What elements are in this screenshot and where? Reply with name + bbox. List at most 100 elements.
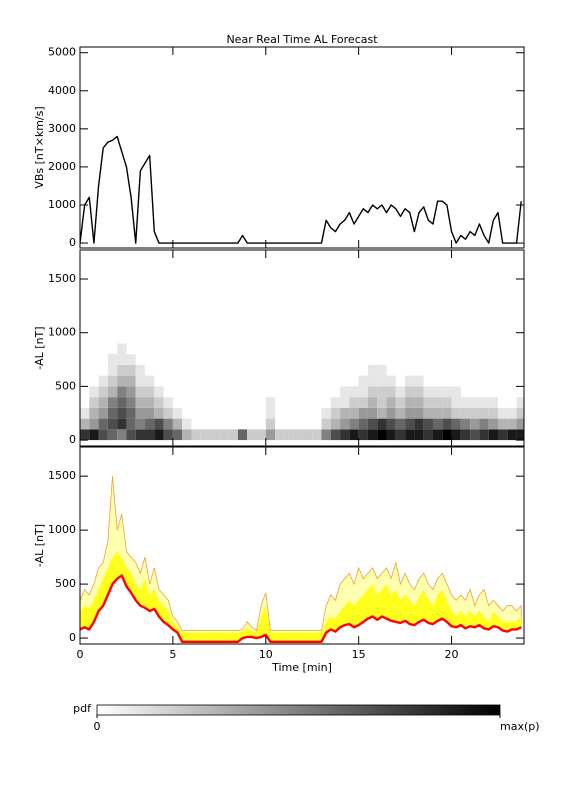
heat-cell bbox=[256, 408, 265, 419]
heat-cell bbox=[340, 354, 349, 365]
heat-cell bbox=[359, 354, 368, 365]
heat-cell bbox=[488, 397, 498, 408]
heat-cell bbox=[303, 397, 312, 408]
heat-cell bbox=[247, 419, 256, 430]
heat-cell bbox=[405, 375, 415, 387]
heat-cell bbox=[145, 397, 155, 408]
colorbar bbox=[96, 704, 501, 716]
heat-cell bbox=[210, 429, 220, 441]
heat-cell bbox=[349, 397, 359, 408]
plot-area bbox=[80, 476, 522, 644]
heat-cell bbox=[479, 386, 488, 397]
heat-cell bbox=[387, 343, 396, 354]
heat-cell bbox=[377, 418, 387, 430]
heat-cell bbox=[201, 376, 210, 387]
heat-cell bbox=[247, 397, 256, 408]
heat-cell bbox=[507, 365, 516, 376]
heat-cell bbox=[349, 376, 358, 387]
heat-cell bbox=[126, 343, 135, 354]
heat-cell bbox=[349, 354, 358, 365]
heat-cell bbox=[451, 386, 461, 398]
heat-cell bbox=[210, 386, 219, 397]
heat-cell bbox=[256, 419, 265, 430]
heat-cell bbox=[80, 343, 89, 354]
heat-cell bbox=[191, 419, 200, 430]
heat-cell bbox=[312, 354, 321, 365]
heat-cell bbox=[507, 376, 516, 387]
heat-cell bbox=[442, 386, 452, 398]
heat-cell bbox=[89, 418, 99, 430]
heat-cell bbox=[98, 375, 108, 387]
heat-cell bbox=[433, 343, 442, 354]
heat-cell bbox=[98, 397, 108, 408]
heat-cell bbox=[414, 418, 424, 430]
heat-cell bbox=[173, 354, 182, 365]
heat-cell bbox=[303, 343, 312, 354]
heat-cell bbox=[154, 429, 164, 441]
heat-cell bbox=[312, 376, 321, 387]
heat-cell bbox=[219, 429, 229, 441]
heat-cell bbox=[275, 354, 284, 365]
heat-cell bbox=[135, 429, 146, 441]
y-tick-label: 5000 bbox=[48, 46, 76, 59]
heat-cell bbox=[117, 397, 127, 408]
heat-cell bbox=[266, 386, 275, 397]
heat-cell bbox=[396, 376, 405, 387]
y-tick-label: 500 bbox=[55, 577, 76, 590]
heat-cell bbox=[256, 354, 265, 365]
heat-cell bbox=[433, 365, 442, 376]
heat-cell bbox=[498, 365, 507, 376]
heat-cell bbox=[182, 354, 191, 365]
heat-cell bbox=[395, 407, 406, 419]
heat-cell bbox=[461, 343, 470, 354]
heat-cell bbox=[117, 407, 127, 419]
heat-cell bbox=[367, 407, 378, 419]
heat-cell bbox=[135, 407, 146, 419]
heat-cell bbox=[321, 407, 331, 419]
heat-cell bbox=[182, 376, 191, 387]
heat-cell bbox=[330, 429, 341, 441]
heat-cell bbox=[163, 407, 173, 419]
heat-cell bbox=[498, 376, 507, 387]
heat-cell bbox=[303, 386, 312, 397]
heat-cell bbox=[154, 365, 163, 376]
heat-cell bbox=[414, 397, 424, 408]
heat-cell bbox=[265, 418, 276, 430]
heat-cell bbox=[331, 386, 340, 397]
heat-cell bbox=[266, 376, 275, 387]
heat-cell bbox=[321, 429, 331, 441]
heat-cell bbox=[229, 354, 238, 365]
heat-cell bbox=[405, 343, 414, 354]
heat-cell bbox=[367, 386, 378, 398]
heat-cell bbox=[479, 429, 489, 441]
heat-cell bbox=[173, 376, 182, 387]
heat-cell bbox=[405, 354, 414, 365]
heat-cell bbox=[312, 397, 321, 408]
y-tick-label: 0 bbox=[69, 236, 76, 249]
heat-cell bbox=[200, 429, 211, 441]
heat-cell bbox=[396, 365, 405, 376]
heat-cell bbox=[126, 354, 136, 365]
heat-cell bbox=[432, 418, 443, 430]
heat-cell bbox=[414, 386, 424, 398]
heat-cell bbox=[135, 418, 146, 430]
heat-cell bbox=[238, 376, 247, 387]
heat-cell bbox=[423, 407, 433, 419]
heat-cell bbox=[266, 343, 275, 354]
heat-cell bbox=[284, 343, 293, 354]
heat-cell bbox=[126, 375, 136, 387]
axes-frame bbox=[79, 249, 525, 447]
heat-cell bbox=[414, 343, 423, 354]
heat-cell bbox=[349, 429, 359, 441]
axes-frame bbox=[79, 446, 525, 645]
heat-cell bbox=[126, 386, 136, 398]
heat-cell bbox=[247, 354, 256, 365]
heat-cell bbox=[238, 343, 247, 354]
heat-cell bbox=[80, 397, 89, 408]
heat-cell bbox=[182, 386, 191, 397]
heat-cell bbox=[414, 429, 424, 441]
heat-cell bbox=[358, 375, 368, 387]
heat-cell bbox=[452, 354, 461, 365]
heat-cell bbox=[219, 343, 228, 354]
heat-cell bbox=[145, 429, 155, 441]
